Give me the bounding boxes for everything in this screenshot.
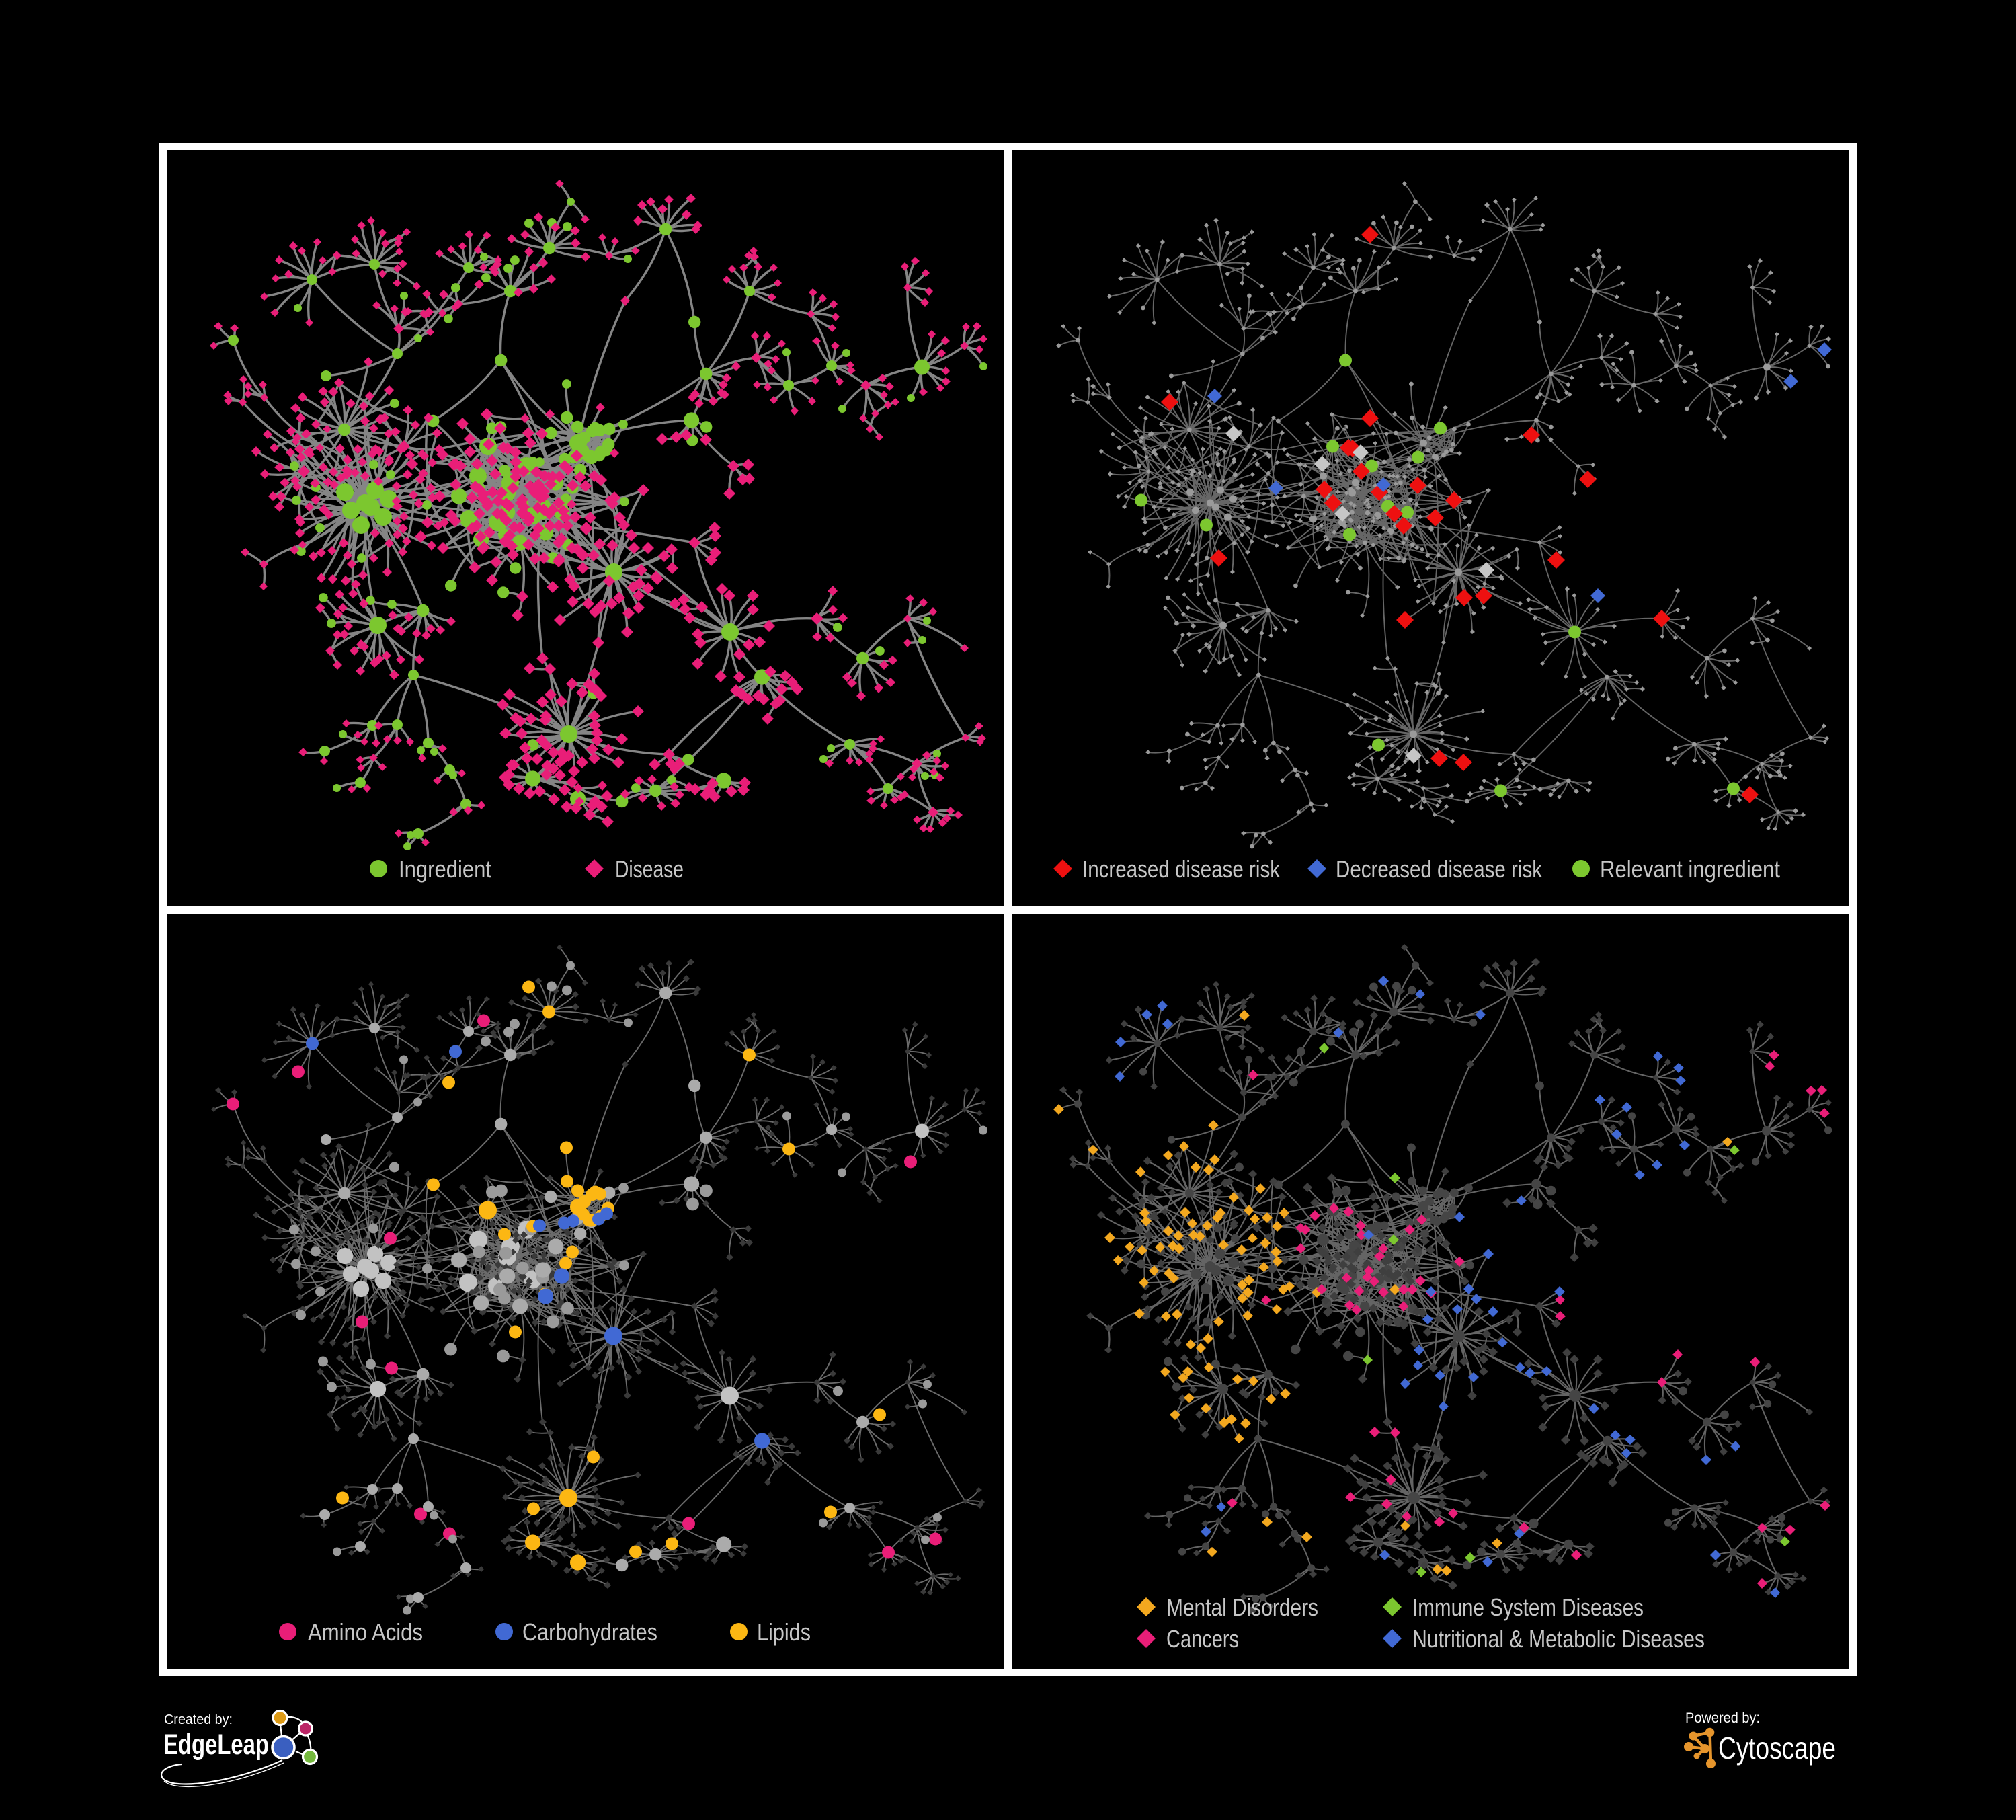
svg-text:Increased disease risk: Increased disease risk <box>1082 855 1281 883</box>
svg-text:Lipids: Lipids <box>757 1618 811 1646</box>
svg-text:Nutritional & Metabolic Diseas: Nutritional & Metabolic Diseases <box>1412 1625 1705 1653</box>
svg-text:Disease: Disease <box>615 855 684 883</box>
svg-text:Decreased disease risk: Decreased disease risk <box>1336 855 1543 883</box>
svg-text:Cancers: Cancers <box>1166 1625 1239 1653</box>
svg-text:Created by:: Created by: <box>164 1712 233 1727</box>
svg-text:Mental Disorders: Mental Disorders <box>1166 1593 1318 1621</box>
svg-text:EdgeLeap: EdgeLeap <box>163 1729 269 1761</box>
svg-text:Ingredient: Ingredient <box>399 855 491 883</box>
svg-text:Powered by:: Powered by: <box>1685 1710 1760 1726</box>
svg-text:Amino Acids: Amino Acids <box>308 1618 423 1646</box>
svg-text:Relevant ingredient: Relevant ingredient <box>1600 855 1780 883</box>
svg-text:Cytoscape: Cytoscape <box>1718 1731 1836 1766</box>
svg-text:Immune System Diseases: Immune System Diseases <box>1412 1593 1644 1621</box>
svg-text:Carbohydrates: Carbohydrates <box>522 1618 657 1646</box>
